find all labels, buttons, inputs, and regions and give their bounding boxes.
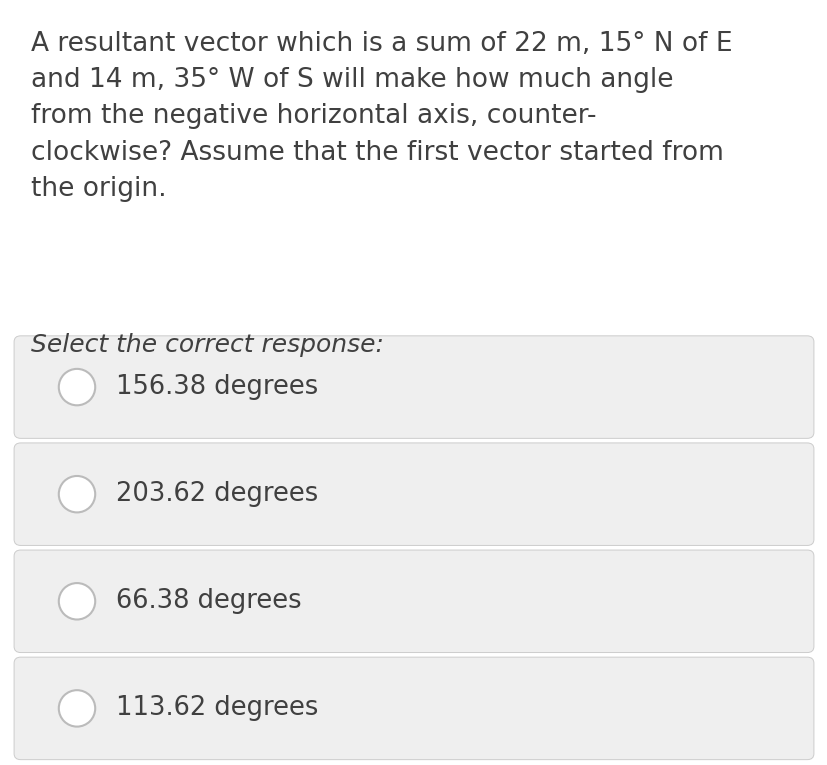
Text: 66.38 degrees: 66.38 degrees — [116, 588, 301, 614]
FancyBboxPatch shape — [14, 550, 813, 653]
Ellipse shape — [59, 583, 95, 620]
Ellipse shape — [59, 369, 95, 405]
FancyBboxPatch shape — [14, 657, 813, 760]
FancyBboxPatch shape — [14, 336, 813, 438]
Text: 203.62 degrees: 203.62 degrees — [116, 481, 318, 507]
Text: A resultant vector which is a sum of 22 m, 15° N of E
and 14 m, 35° W of S will : A resultant vector which is a sum of 22 … — [31, 31, 732, 202]
Ellipse shape — [59, 690, 95, 727]
FancyBboxPatch shape — [14, 443, 813, 545]
Text: 113.62 degrees: 113.62 degrees — [116, 695, 318, 721]
Text: Select the correct response:: Select the correct response: — [31, 333, 384, 356]
Ellipse shape — [59, 476, 95, 513]
Text: 156.38 degrees: 156.38 degrees — [116, 374, 318, 400]
